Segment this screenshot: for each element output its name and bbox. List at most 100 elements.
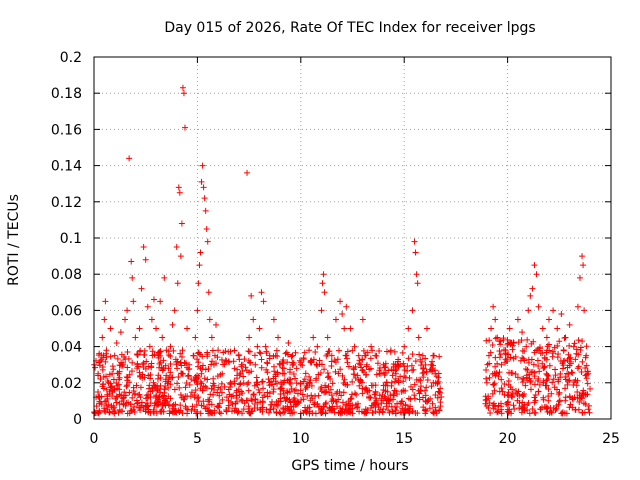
- data-point: [566, 342, 573, 349]
- data-point: [130, 298, 137, 305]
- data-point: [219, 396, 226, 403]
- data-point: [292, 386, 299, 393]
- data-point: [287, 410, 294, 417]
- data-point: [533, 271, 540, 278]
- data-point: [230, 358, 237, 365]
- data-point: [258, 356, 265, 363]
- y-tick-label: 0.16: [51, 122, 82, 138]
- data-point: [258, 289, 265, 296]
- data-point: [527, 377, 534, 384]
- data-point: [380, 369, 387, 376]
- data-point: [235, 352, 242, 359]
- data-point: [165, 384, 172, 391]
- data-point: [94, 409, 101, 416]
- data-point: [571, 340, 578, 347]
- data-point: [339, 399, 346, 406]
- data-point: [274, 380, 281, 387]
- data-point: [389, 372, 396, 379]
- data-point: [429, 358, 436, 365]
- data-point: [96, 398, 103, 405]
- data-point: [505, 340, 512, 347]
- y-tick-label: 0.12: [51, 195, 82, 211]
- data-point: [567, 360, 574, 367]
- data-point: [136, 404, 143, 411]
- data-point: [183, 405, 189, 412]
- data-point: [369, 347, 376, 354]
- data-point: [165, 365, 172, 372]
- data-point: [104, 393, 111, 400]
- data-point: [215, 402, 222, 409]
- data-point: [319, 280, 326, 287]
- x-tick-label: 25: [602, 431, 620, 447]
- data-point: [582, 401, 589, 408]
- data-point: [549, 353, 556, 360]
- data-point: [121, 389, 128, 396]
- data-point: [141, 374, 148, 381]
- data-point: [148, 363, 155, 370]
- y-tick-label: 0.14: [51, 159, 82, 175]
- data-point: [97, 358, 104, 365]
- data-point: [513, 389, 520, 396]
- data-point: [197, 385, 204, 392]
- data-point: [312, 348, 319, 355]
- data-point: [174, 380, 181, 387]
- data-point: [552, 406, 559, 413]
- data-point: [265, 376, 272, 383]
- data-point: [400, 360, 407, 367]
- data-point: [292, 375, 299, 382]
- data-point: [246, 334, 253, 341]
- data-point: [177, 402, 184, 409]
- data-point: [383, 400, 390, 407]
- data-point: [483, 375, 490, 382]
- data-point: [565, 351, 572, 358]
- data-point: [339, 311, 346, 318]
- data-point: [428, 383, 435, 390]
- data-point: [505, 377, 512, 384]
- data-point: [156, 360, 163, 367]
- data-point: [501, 381, 508, 388]
- data-point: [206, 316, 213, 323]
- data-point: [264, 389, 271, 396]
- data-point: [286, 396, 293, 403]
- data-point: [307, 359, 314, 366]
- data-point: [169, 374, 176, 381]
- data-point: [175, 374, 182, 381]
- data-point: [223, 407, 230, 414]
- data-point: [398, 388, 405, 395]
- data-point: [227, 379, 234, 386]
- data-point: [405, 395, 412, 402]
- data-point: [560, 358, 567, 365]
- data-point: [263, 348, 270, 355]
- data-point: [109, 387, 116, 394]
- data-point: [202, 366, 209, 373]
- data-point: [306, 373, 313, 380]
- data-point: [259, 398, 266, 405]
- data-point: [111, 352, 118, 359]
- data-point: [246, 348, 253, 355]
- data-point: [379, 408, 386, 415]
- data-point: [562, 376, 569, 383]
- data-point: [209, 358, 216, 365]
- data-point: [231, 347, 238, 354]
- data-point: [220, 361, 227, 368]
- data-point: [217, 410, 224, 417]
- data-point: [241, 400, 248, 407]
- data-point: [524, 336, 531, 343]
- data-point: [127, 400, 134, 407]
- data-point: [153, 392, 160, 399]
- data-point: [504, 399, 511, 406]
- data-point: [411, 381, 418, 388]
- data-point: [391, 378, 398, 385]
- data-point: [223, 358, 230, 365]
- data-point: [157, 298, 164, 305]
- data-point: [543, 382, 550, 389]
- data-point: [562, 385, 569, 392]
- data-point: [207, 409, 214, 416]
- x-axis-ticks: 0 5 10 15 20 25: [90, 57, 620, 447]
- data-point: [312, 410, 319, 417]
- data-point: [531, 262, 538, 269]
- data-point: [401, 367, 408, 374]
- data-point: [160, 357, 167, 364]
- data-point: [184, 410, 191, 417]
- data-point: [352, 375, 359, 382]
